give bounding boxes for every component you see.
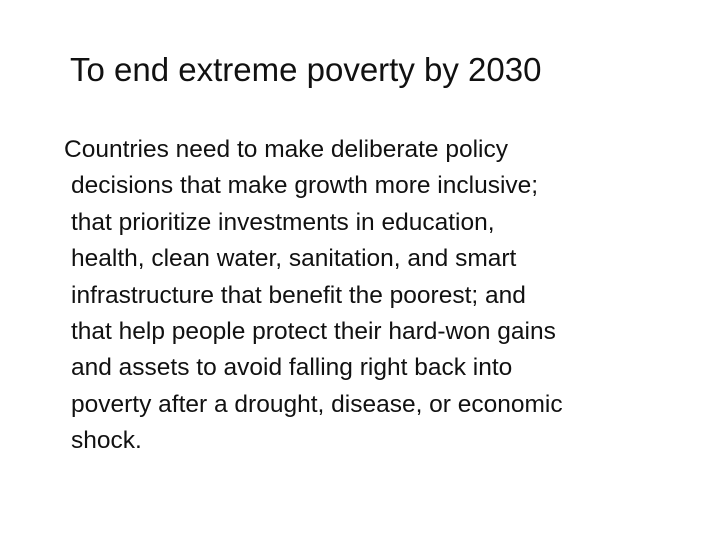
- body-line: health, clean water, sanitation, and sma…: [71, 245, 517, 273]
- body-line: that prioritize investments in education…: [71, 208, 495, 236]
- body-line: infrastructure that benefit the poorest;…: [71, 281, 526, 309]
- body-line: poverty after a drought, disease, or eco…: [71, 390, 563, 418]
- body-line: that help people protect their hard-won …: [71, 318, 556, 346]
- body-line: and assets to avoid falling right back i…: [71, 354, 513, 382]
- body-line: shock.: [71, 427, 142, 455]
- slide-body-text: Countries need to make deliberate policy…: [64, 132, 674, 460]
- body-line: decisions that make growth more inclusiv…: [71, 172, 539, 200]
- body-line: Countries need to make deliberate policy: [64, 136, 508, 163]
- slide-title: To end extreme poverty by 2030: [70, 51, 542, 88]
